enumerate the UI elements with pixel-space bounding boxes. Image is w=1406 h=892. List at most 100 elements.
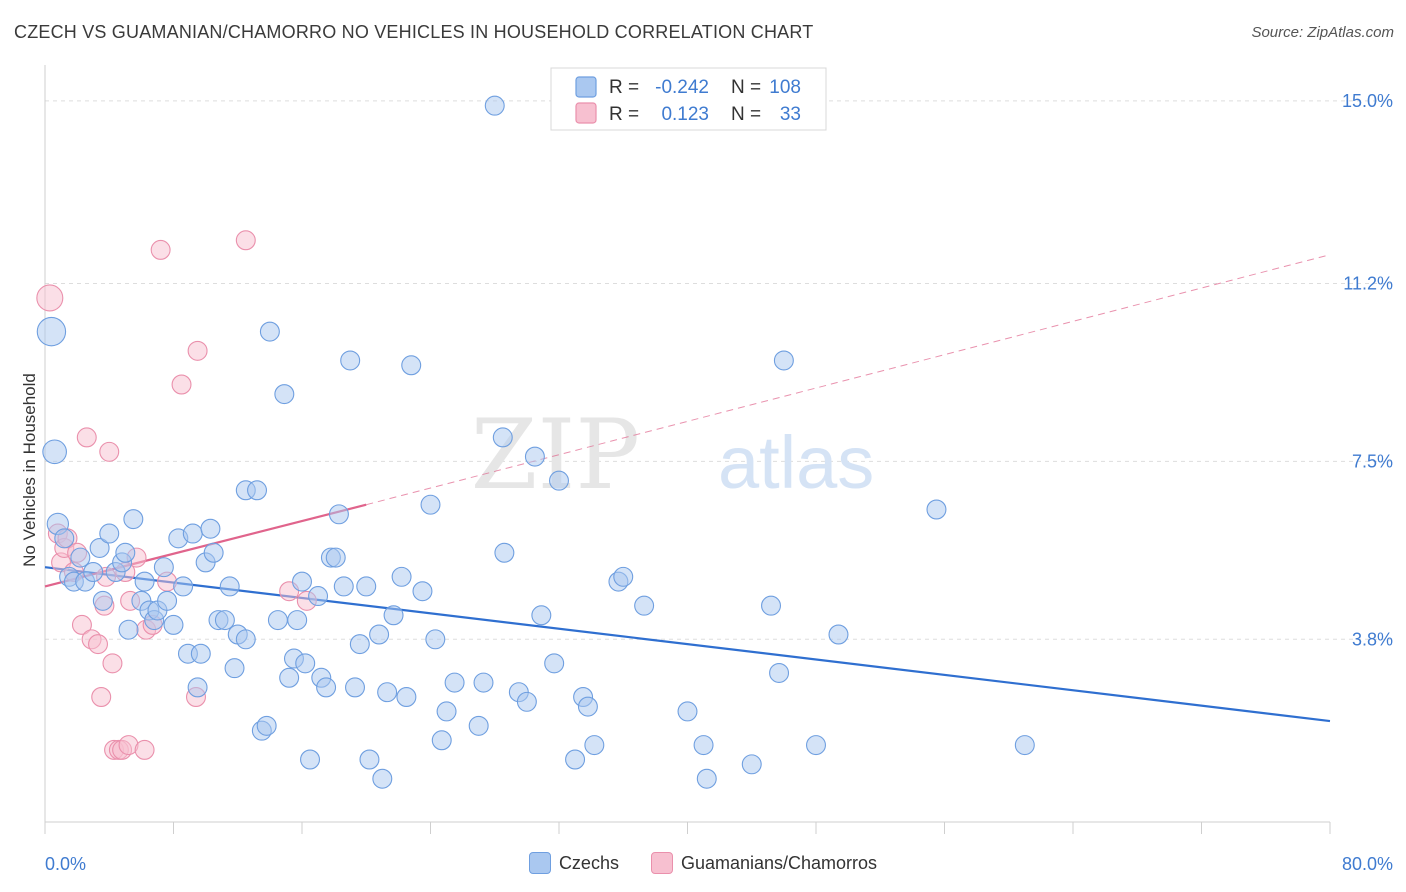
czech-point bbox=[328, 504, 349, 525]
guamanian-point bbox=[91, 687, 112, 707]
guamanian-point bbox=[134, 739, 155, 760]
czech-point bbox=[696, 768, 717, 789]
czech-point bbox=[584, 735, 605, 756]
y-tick-label: 3.8% bbox=[1352, 629, 1393, 649]
axes bbox=[44, 65, 1331, 834]
czech-point bbox=[279, 667, 300, 688]
czech-point bbox=[42, 439, 67, 465]
guamanian-point bbox=[76, 427, 97, 448]
guamanian-point bbox=[150, 239, 171, 260]
czech-point bbox=[761, 595, 782, 616]
czech-point bbox=[473, 672, 494, 693]
legend-n-label: N = bbox=[731, 104, 761, 125]
czech-point bbox=[436, 701, 457, 722]
czech-point bbox=[134, 571, 155, 592]
czech-point bbox=[828, 624, 849, 645]
czech-point bbox=[516, 691, 537, 712]
watermark-zip: ZIP bbox=[471, 399, 640, 511]
legend-item-czechs[interactable]: Czechs bbox=[528, 852, 619, 874]
czech-point bbox=[769, 662, 790, 683]
czech-point bbox=[118, 619, 139, 640]
guamanian-point bbox=[187, 340, 208, 361]
legend-n-value: 108 bbox=[769, 77, 801, 98]
czech-point bbox=[287, 610, 308, 631]
y-tick-label: 11.2% bbox=[1343, 274, 1393, 294]
guamanian-point bbox=[99, 441, 120, 462]
legend-r-value: -0.242 bbox=[655, 77, 709, 98]
czech-point bbox=[89, 537, 110, 558]
czech-point bbox=[431, 730, 452, 751]
czech-point bbox=[295, 653, 316, 674]
czech-point bbox=[54, 528, 75, 549]
legend-box: R = -0.242 N = 108 R = 0.123 N = 33 bbox=[550, 67, 827, 131]
czech-point bbox=[401, 355, 422, 376]
legend-label-czechs: Czechs bbox=[558, 852, 619, 873]
czech-point bbox=[259, 321, 280, 342]
source-credit: Source: ZipAtlas.com bbox=[1251, 24, 1394, 41]
czech-point bbox=[634, 595, 655, 616]
legend-r-label: R = bbox=[609, 77, 639, 98]
czech-point bbox=[274, 384, 295, 405]
czech-point bbox=[484, 95, 505, 116]
legend-r-value: 0.123 bbox=[661, 104, 709, 125]
czech-point bbox=[383, 605, 404, 626]
x-tick-label: 80.0% bbox=[1342, 854, 1393, 874]
czech-point bbox=[308, 586, 329, 607]
czech-point bbox=[391, 566, 412, 587]
czech-point bbox=[203, 542, 224, 563]
czech-point bbox=[531, 605, 552, 626]
czech-point bbox=[677, 701, 698, 722]
watermark-atlas: atlas bbox=[718, 421, 874, 504]
czech-point bbox=[544, 653, 565, 674]
x-tick-label: 0.0% bbox=[45, 854, 86, 874]
czechs-trend-line bbox=[44, 566, 1331, 723]
czech-point bbox=[36, 316, 67, 347]
watermark: ZIP atlas bbox=[471, 399, 875, 511]
legend-r-label: R = bbox=[609, 104, 639, 125]
legend-n-label: N = bbox=[731, 77, 761, 98]
czech-point bbox=[214, 610, 235, 631]
grid-lines bbox=[45, 100, 1392, 640]
czech-point bbox=[613, 566, 634, 587]
czech-point bbox=[157, 590, 178, 611]
czech-point bbox=[256, 715, 277, 736]
guamanians-trend-line-projected bbox=[366, 254, 1331, 506]
legend-item-guamanians[interactable]: Guamanians/Chamorros bbox=[650, 852, 877, 874]
czech-point bbox=[565, 749, 586, 770]
czech-point bbox=[200, 518, 221, 539]
chart-title: CZECH VS GUAMANIAN/CHAMORRO NO VEHICLES … bbox=[14, 22, 814, 42]
czech-point bbox=[549, 470, 569, 491]
legend-n-value: 33 bbox=[780, 104, 801, 125]
czech-point bbox=[492, 427, 513, 448]
czech-point bbox=[444, 672, 465, 693]
czech-point bbox=[340, 350, 361, 371]
czech-point bbox=[83, 562, 104, 582]
czech-point bbox=[153, 557, 174, 578]
czech-point bbox=[267, 610, 288, 631]
czech-point bbox=[926, 499, 947, 520]
czech-point bbox=[182, 523, 203, 544]
czech-point bbox=[1014, 735, 1035, 756]
czech-point bbox=[577, 696, 598, 717]
czech-point bbox=[70, 547, 91, 568]
czech-point bbox=[420, 494, 441, 515]
czech-point bbox=[806, 735, 826, 756]
czech-point bbox=[173, 576, 194, 597]
czech-point bbox=[115, 542, 136, 563]
czech-point bbox=[219, 576, 240, 597]
czech-point bbox=[316, 677, 337, 698]
y-tick-label: 15.0% bbox=[1342, 91, 1393, 111]
data-points bbox=[36, 95, 1035, 789]
guamanian-point bbox=[235, 230, 256, 251]
czech-point bbox=[163, 614, 184, 635]
czech-point bbox=[494, 542, 515, 563]
czech-point bbox=[359, 749, 380, 770]
czech-point bbox=[247, 480, 268, 501]
tick-labels: 3.8% 7.5% 11.2% 15.0% 0.0% 80.0% bbox=[45, 91, 1393, 874]
czech-point bbox=[190, 643, 211, 664]
czech-point bbox=[325, 547, 346, 568]
legend-swatch-czechs bbox=[575, 76, 597, 98]
guamanian-point bbox=[71, 614, 92, 635]
czech-point bbox=[372, 768, 393, 789]
